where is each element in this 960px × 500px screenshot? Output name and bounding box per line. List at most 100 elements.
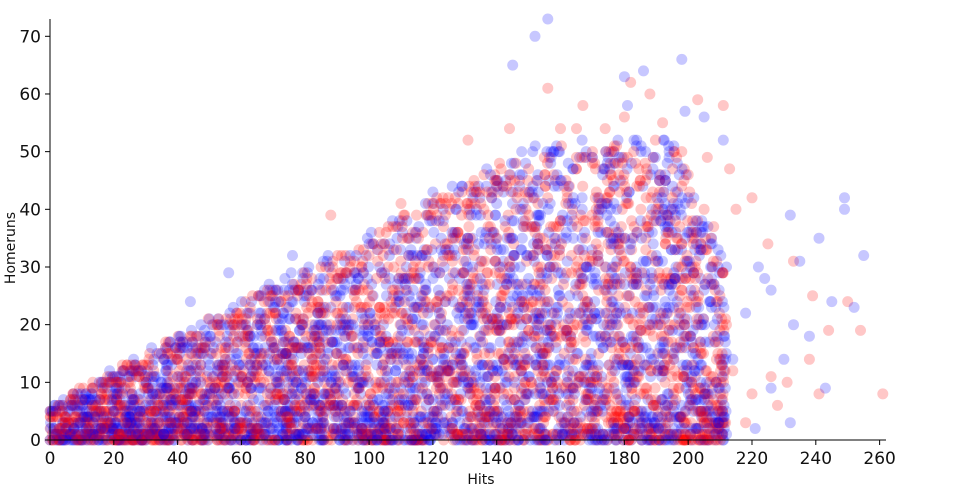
- scatter-point-red: [99, 394, 111, 406]
- scatter-point-red: [398, 209, 410, 221]
- scatter-point-red: [406, 319, 418, 331]
- scatter-point-blue: [378, 399, 390, 411]
- scatter-point-red: [201, 423, 213, 434]
- scatter-point-red: [631, 353, 643, 365]
- scatter-point-blue: [521, 330, 533, 342]
- scatter-point-red: [574, 423, 586, 434]
- scatter-point-red: [502, 209, 514, 221]
- scatter-point-blue: [478, 238, 490, 250]
- scatter-point-blue: [579, 394, 591, 406]
- scatter-point-red: [681, 250, 693, 261]
- scatter-point-red: [185, 365, 197, 377]
- scatter-point-red: [485, 186, 497, 198]
- scatter-point-blue: [656, 336, 668, 348]
- scatter-point-red: [468, 175, 480, 186]
- scatter-point-blue: [222, 382, 234, 394]
- scatter-point-blue: [404, 388, 416, 400]
- scatter-point-red: [590, 411, 602, 423]
- scatter-point-blue: [690, 215, 702, 227]
- scatter-point-red: [221, 423, 233, 434]
- scatter-point-blue: [449, 267, 461, 279]
- scatter-point-blue: [468, 319, 480, 331]
- scatter-point-red: [331, 273, 343, 284]
- scatter-point-blue: [531, 290, 543, 302]
- scatter-point-blue: [656, 255, 668, 267]
- scatter-point-blue: [481, 428, 493, 440]
- scatter-point-blue: [351, 382, 363, 394]
- scatter-point-red: [185, 365, 197, 377]
- scatter-point-red: [635, 203, 647, 215]
- scatter-point-red: [90, 428, 102, 440]
- scatter-point-blue: [330, 324, 342, 336]
- scatter-point-red: [662, 215, 674, 227]
- scatter-point-red: [99, 417, 111, 429]
- scatter-point-blue: [444, 273, 455, 284]
- scatter-point-red: [398, 417, 410, 429]
- scatter-point-blue: [527, 250, 539, 261]
- scatter-point-red: [502, 417, 514, 429]
- scatter-point-blue: [181, 336, 193, 348]
- scatter-point-red: [644, 324, 656, 336]
- scatter-point-blue: [363, 261, 374, 273]
- scatter-point-red: [569, 284, 581, 296]
- scatter-point-blue: [111, 394, 123, 406]
- scatter-point-blue: [500, 301, 512, 313]
- scatter-point-blue: [533, 244, 545, 256]
- scatter-point-red: [503, 307, 515, 319]
- scatter-point-red: [253, 423, 265, 434]
- scatter-point-red: [565, 336, 577, 348]
- scatter-point-blue: [211, 428, 223, 440]
- scatter-point-blue: [501, 399, 513, 411]
- scatter-point-blue: [524, 186, 536, 198]
- scatter-point-red: [708, 278, 720, 290]
- scatter-point-red: [131, 428, 143, 440]
- scatter-point-blue: [511, 290, 523, 302]
- scatter-point-red: [169, 353, 181, 365]
- scatter-point-blue: [507, 273, 519, 284]
- scatter-point-red: [425, 428, 437, 440]
- scatter-point-blue: [605, 336, 617, 348]
- scatter-point-red: [93, 405, 105, 417]
- scatter-point-red: [332, 250, 344, 261]
- scatter-point-blue: [138, 428, 150, 440]
- scatter-point-blue: [332, 399, 343, 411]
- scatter-point-blue: [58, 428, 70, 440]
- scatter-point-blue: [270, 284, 282, 296]
- scatter-point-blue: [693, 250, 705, 261]
- scatter-point-red: [605, 417, 617, 429]
- scatter-point-blue: [79, 417, 91, 429]
- scatter-point-red: [475, 307, 487, 319]
- scatter-point-blue: [576, 134, 588, 146]
- scatter-point-red: [520, 428, 532, 440]
- scatter-point-blue: [162, 417, 173, 429]
- scatter-point-red: [392, 336, 404, 348]
- scatter-point-red: [571, 319, 583, 331]
- scatter-point-blue: [635, 365, 647, 377]
- scatter-point-blue: [416, 250, 428, 261]
- scatter-point-red: [563, 423, 575, 434]
- scatter-point-blue: [487, 313, 499, 325]
- scatter-point-red: [387, 388, 399, 400]
- scatter-point-red: [52, 399, 64, 411]
- scatter-point-blue: [580, 359, 592, 371]
- scatter-point-blue: [332, 399, 344, 411]
- scatter-point-blue: [490, 232, 502, 244]
- scatter-point-blue: [137, 428, 149, 440]
- scatter-point-blue: [149, 371, 160, 383]
- scatter-point-blue: [542, 359, 554, 371]
- scatter-point-blue: [635, 146, 647, 158]
- scatter-point-blue: [377, 417, 389, 429]
- scatter-point-red: [239, 330, 251, 342]
- scatter-point-red: [653, 267, 665, 279]
- scatter-point-red: [482, 209, 494, 221]
- scatter-point-blue: [520, 313, 532, 325]
- scatter-point-red: [621, 290, 633, 302]
- scatter-point-red: [613, 353, 625, 365]
- scatter-point-blue: [674, 342, 686, 354]
- scatter-point-blue: [662, 221, 674, 233]
- scatter-point-blue: [701, 376, 712, 388]
- scatter-point-blue: [493, 405, 505, 417]
- scatter-point-red: [220, 342, 232, 354]
- scatter-point-red: [414, 250, 426, 261]
- scatter-point-blue: [582, 394, 594, 406]
